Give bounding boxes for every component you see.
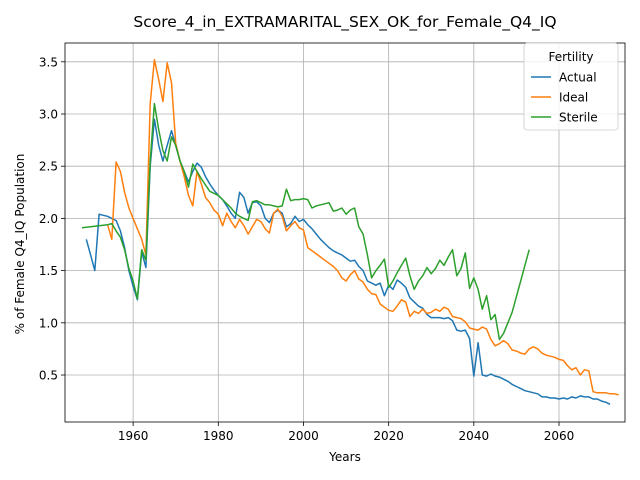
legend-box (523, 42, 619, 131)
legend-label-actual: Actual (559, 71, 597, 85)
x-tick-label: 2000 (288, 429, 319, 443)
y-tick-label: 3.5 (39, 55, 58, 69)
x-tick-label: 1960 (118, 429, 149, 443)
chart-title: Score_4_in_EXTRAMARITAL_SEX_OK_for_Femal… (133, 13, 556, 32)
y-tick-label: 1.5 (39, 264, 58, 278)
series-line-ideal (106, 58, 619, 396)
series-line-sterile (81, 102, 530, 341)
series-lines (81, 58, 619, 405)
y-tick-label: 2.5 (39, 160, 58, 174)
y-tick-label: 2.0 (39, 212, 58, 226)
legend-label-ideal: Ideal (559, 91, 588, 105)
y-tick-label: 1.0 (39, 316, 58, 330)
y-axis: 0.5 1.0 1.5 2.0 2.5 3.0 3.5 (39, 55, 65, 383)
legend-entries: Actual Ideal Sterile (531, 71, 598, 125)
legend-label-sterile: Sterile (559, 111, 598, 125)
x-tick-label: 1980 (203, 429, 234, 443)
legend-title: Fertility (548, 50, 593, 64)
x-axis-label: Years (328, 450, 361, 464)
y-tick-label: 0.5 (39, 369, 58, 383)
x-tick-label: 2040 (459, 429, 490, 443)
y-tick-label: 3.0 (39, 107, 58, 121)
series-line-actual (85, 118, 611, 405)
x-tick-label: 2060 (544, 429, 575, 443)
plot-area-frame (64, 42, 626, 423)
y-axis-label: % of Female Q4_IQ Population (13, 154, 27, 335)
legend: Fertility Actual Ideal Sterile (523, 42, 619, 131)
x-axis: 1960 1980 2000 2020 2040 2060 (118, 422, 574, 443)
x-tick-label: 2020 (373, 429, 404, 443)
